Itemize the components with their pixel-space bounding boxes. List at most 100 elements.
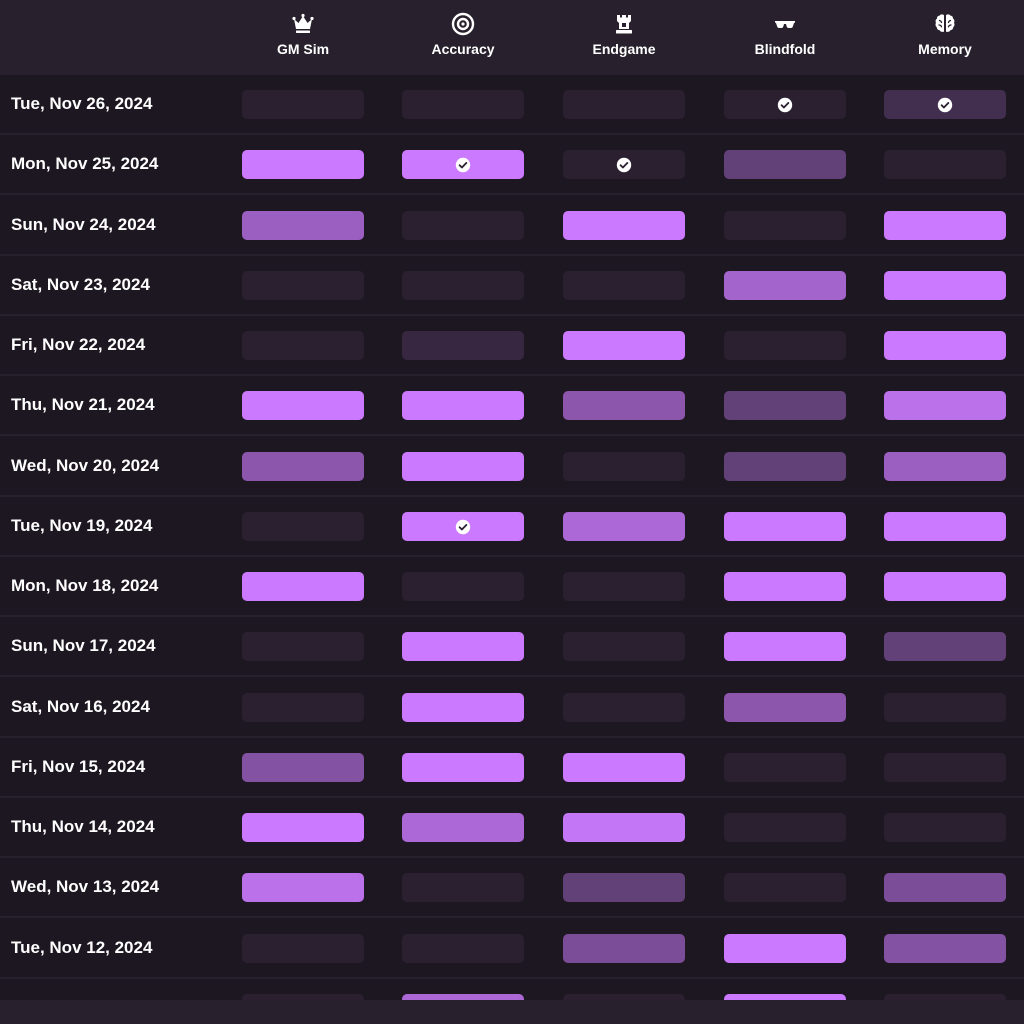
row-date: Mon, Nov 18, 2024 [11, 576, 159, 595]
row-divider [0, 796, 1024, 798]
activity-cell-accuracy[interactable] [402, 512, 524, 541]
activity-cell-memory[interactable] [884, 873, 1006, 902]
activity-cell-accuracy[interactable] [402, 934, 524, 963]
activity-cell-blindfold[interactable] [724, 753, 846, 782]
activity-cell-accuracy[interactable] [402, 391, 524, 420]
row-date: Wed, Nov 20, 2024 [11, 456, 160, 475]
activity-cell-blindfold[interactable] [724, 211, 846, 240]
activity-cell-endgame[interactable] [563, 753, 685, 782]
activity-cell-accuracy[interactable] [402, 150, 524, 179]
brain-icon [933, 12, 957, 36]
activity-cell-memory[interactable] [884, 512, 1006, 541]
activity-cell-endgame[interactable] [563, 693, 685, 722]
activity-cell-endgame[interactable] [563, 632, 685, 661]
activity-cell-gm-sim[interactable] [242, 391, 364, 420]
activity-cell-memory[interactable] [884, 632, 1006, 661]
check-circle-icon [937, 97, 953, 113]
activity-cell-accuracy[interactable] [402, 753, 524, 782]
activity-cell-endgame[interactable] [563, 813, 685, 842]
activity-cell-memory[interactable] [884, 572, 1006, 601]
row-date: Mon, Nov 25, 2024 [11, 154, 159, 173]
activity-cell-endgame[interactable] [563, 391, 685, 420]
activity-cell-gm-sim[interactable] [242, 150, 364, 179]
row-divider [0, 736, 1024, 738]
activity-cell-gm-sim[interactable] [242, 452, 364, 481]
activity-cell-blindfold[interactable] [724, 391, 846, 420]
activity-cell-gm-sim[interactable] [242, 813, 364, 842]
activity-cell-accuracy[interactable] [402, 271, 524, 300]
activity-cell-blindfold[interactable] [724, 873, 846, 902]
activity-cell-memory[interactable] [884, 150, 1006, 179]
activity-cell-blindfold[interactable] [724, 693, 846, 722]
activity-cell-memory[interactable] [884, 331, 1006, 360]
activity-cell-accuracy[interactable] [402, 693, 524, 722]
rook-icon [612, 12, 636, 36]
activity-cell-endgame[interactable] [563, 934, 685, 963]
activity-cell-endgame[interactable] [563, 994, 685, 1000]
activity-cell-accuracy[interactable] [402, 90, 524, 119]
activity-cell-memory[interactable] [884, 934, 1006, 963]
activity-cell-endgame[interactable] [563, 452, 685, 481]
activity-cell-blindfold[interactable] [724, 813, 846, 842]
activity-cell-blindfold[interactable] [724, 271, 846, 300]
row-date: Sat, Nov 16, 2024 [11, 697, 150, 716]
activity-cell-accuracy[interactable] [402, 331, 524, 360]
activity-cell-gm-sim[interactable] [242, 632, 364, 661]
activity-cell-memory[interactable] [884, 391, 1006, 420]
activity-cell-gm-sim[interactable] [242, 331, 364, 360]
activity-cell-memory[interactable] [884, 211, 1006, 240]
activity-cell-gm-sim[interactable] [242, 994, 364, 1000]
activity-cell-endgame[interactable] [563, 873, 685, 902]
activity-cell-accuracy[interactable] [402, 813, 524, 842]
column-label: Accuracy [431, 41, 495, 57]
activity-cell-gm-sim[interactable] [242, 693, 364, 722]
activity-cell-gm-sim[interactable] [242, 572, 364, 601]
activity-cell-endgame[interactable] [563, 572, 685, 601]
activity-cell-blindfold[interactable] [724, 90, 846, 119]
activity-cell-gm-sim[interactable] [242, 934, 364, 963]
activity-cell-memory[interactable] [884, 994, 1006, 1000]
activity-cell-gm-sim[interactable] [242, 271, 364, 300]
activity-cell-endgame[interactable] [563, 271, 685, 300]
activity-cell-gm-sim[interactable] [242, 512, 364, 541]
activity-cell-blindfold[interactable] [724, 452, 846, 481]
table-row: Sat, Nov 23, 2024 [0, 256, 1024, 314]
row-divider [0, 856, 1024, 858]
activity-cell-memory[interactable] [884, 693, 1006, 722]
activity-cell-memory[interactable] [884, 271, 1006, 300]
row-date: Thu, Nov 14, 2024 [11, 817, 155, 836]
activity-cell-accuracy[interactable] [402, 632, 524, 661]
activity-cell-memory[interactable] [884, 90, 1006, 119]
activity-cell-gm-sim[interactable] [242, 211, 364, 240]
activity-cell-endgame[interactable] [563, 211, 685, 240]
column-label: Blindfold [754, 41, 816, 57]
activity-cell-blindfold[interactable] [724, 994, 846, 1000]
activity-cell-blindfold[interactable] [724, 331, 846, 360]
activity-cell-memory[interactable] [884, 753, 1006, 782]
activity-cell-blindfold[interactable] [724, 934, 846, 963]
row-date: Tue, Nov 26, 2024 [11, 94, 153, 113]
activity-cell-blindfold[interactable] [724, 512, 846, 541]
row-date: Tue, Nov 12, 2024 [11, 938, 153, 957]
activity-cell-endgame[interactable] [563, 90, 685, 119]
activity-cell-accuracy[interactable] [402, 572, 524, 601]
crown-icon [291, 12, 315, 36]
activity-cell-blindfold[interactable] [724, 150, 846, 179]
activity-cell-gm-sim[interactable] [242, 753, 364, 782]
activity-cell-endgame[interactable] [563, 150, 685, 179]
activity-cell-blindfold[interactable] [724, 632, 846, 661]
activity-cell-endgame[interactable] [563, 331, 685, 360]
activity-cell-endgame[interactable] [563, 512, 685, 541]
activity-cell-blindfold[interactable] [724, 572, 846, 601]
activity-cell-accuracy[interactable] [402, 873, 524, 902]
activity-cell-gm-sim[interactable] [242, 90, 364, 119]
activity-cell-gm-sim[interactable] [242, 873, 364, 902]
activity-cell-memory[interactable] [884, 452, 1006, 481]
activity-cell-accuracy[interactable] [402, 452, 524, 481]
activity-cell-memory[interactable] [884, 813, 1006, 842]
activity-cell-accuracy[interactable] [402, 994, 524, 1000]
column-header-blindfold: Blindfold [725, 0, 845, 75]
row-date: Sat, Nov 23, 2024 [11, 275, 150, 294]
activity-cell-accuracy[interactable] [402, 211, 524, 240]
